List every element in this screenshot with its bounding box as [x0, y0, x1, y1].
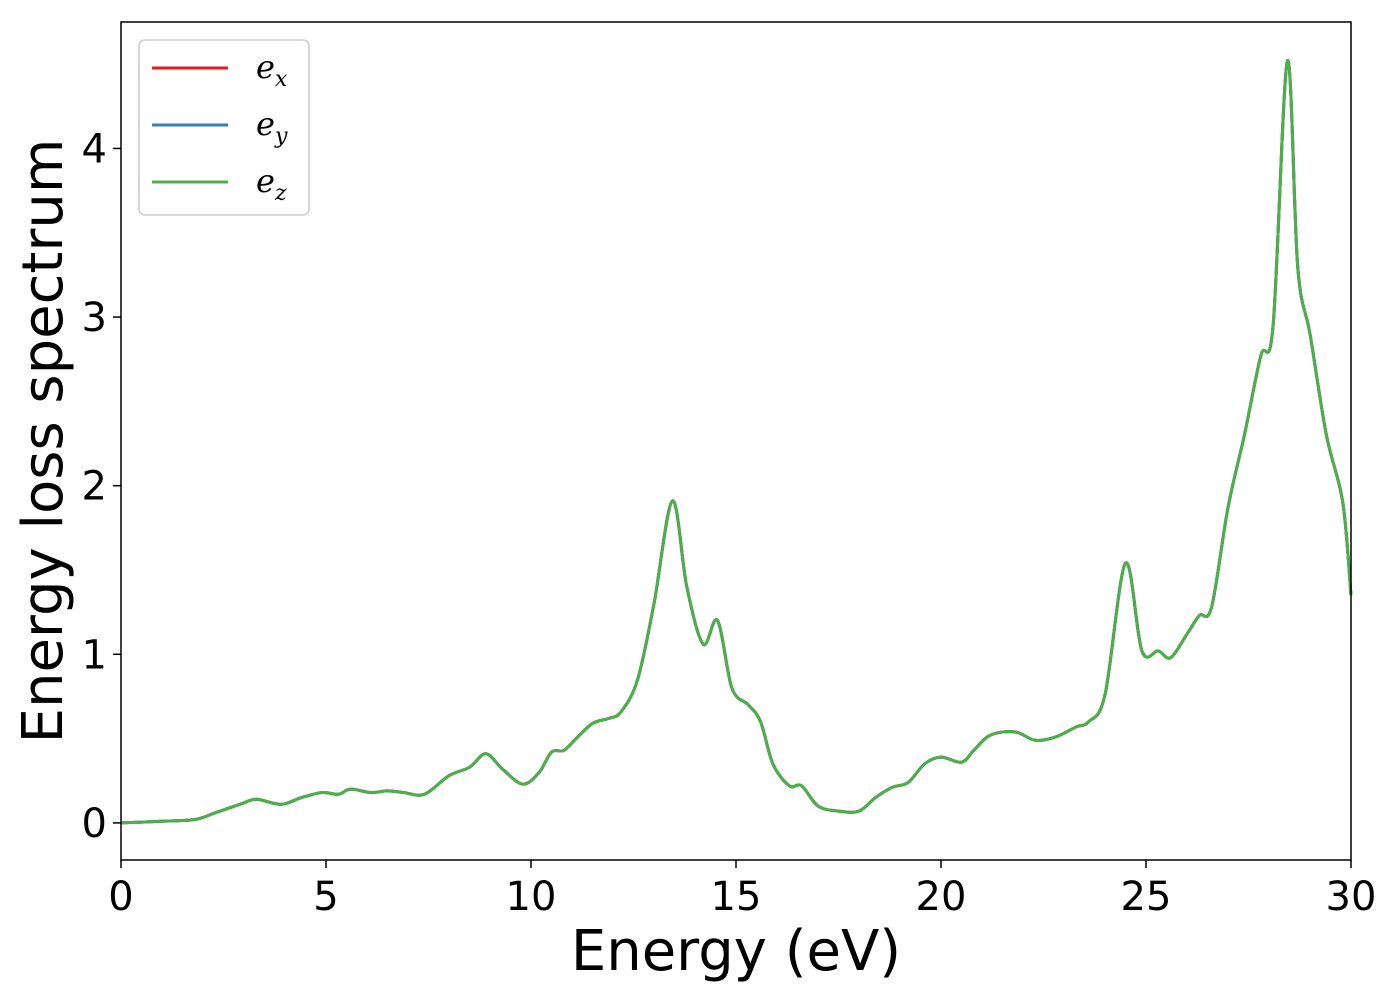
y-tick-label: 4 — [82, 126, 107, 172]
x-tick-label: 5 — [313, 874, 338, 920]
x-axis-ticks: 0 5 10 15 20 25 30 — [108, 860, 1376, 920]
legend-label-ex: ex — [256, 48, 288, 92]
y-tick-label: 3 — [82, 295, 107, 341]
legend-box — [138, 39, 310, 216]
series-lines — [120, 59, 1353, 825]
y-tick-label: 1 — [82, 632, 107, 678]
y-tick-label: 0 — [82, 801, 107, 847]
x-axis-label: Energy (eV) — [571, 919, 901, 984]
legend-label-sub: x — [275, 67, 288, 92]
legend-label-main: e — [256, 48, 275, 86]
x-tick-label: 25 — [1121, 874, 1172, 920]
x-tick-label: 20 — [916, 874, 967, 920]
x-tick-label: 15 — [711, 874, 762, 920]
x-tick-label: 0 — [108, 874, 133, 920]
legend-label-ez: ez — [256, 162, 287, 206]
legend-label-sub: z — [274, 181, 287, 206]
y-tick-label: 2 — [82, 464, 107, 510]
y-axis-label: Energy loss spectrum — [11, 139, 76, 744]
x-tick-label: 30 — [1326, 874, 1377, 920]
y-axis-ticks: 0 1 2 3 4 — [82, 126, 121, 847]
x-tick-label: 10 — [506, 874, 557, 920]
legend-label-ey: ey — [256, 105, 288, 149]
series-line-ez — [120, 59, 1353, 825]
legend-label-main: e — [256, 105, 275, 143]
legend-label-main: e — [256, 162, 275, 200]
legend-label-sub: y — [274, 124, 288, 149]
